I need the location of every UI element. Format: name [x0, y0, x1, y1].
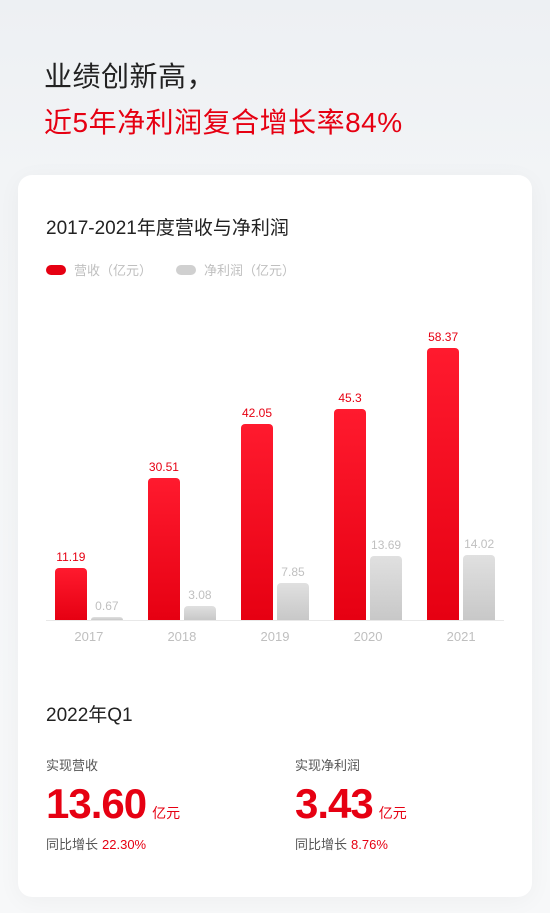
bar-group-2017: 11.19 0.67	[48, 568, 130, 620]
bar-label-revenue-2019: 42.05	[242, 406, 272, 420]
q1-section: 2022年Q1 实现营收 13.60 亿元 同比增长 22.30% 实现净利润 …	[46, 700, 504, 853]
bar-revenue-2021: 58.37	[427, 348, 459, 620]
chart-title: 2017-2021年度营收与净利润	[46, 213, 504, 240]
x-tick-2018: 2018	[141, 629, 223, 644]
stat-profit-sublabel: 实现净利润	[295, 755, 504, 774]
bar-profit-2017: 0.67	[91, 617, 123, 620]
stat-profit-growth-value: 8.76%	[351, 837, 388, 852]
stat-revenue-number: 13.60	[46, 780, 146, 828]
stat-revenue: 实现营收 13.60 亿元 同比增长 22.30%	[46, 755, 255, 853]
bar-revenue-2020: 45.3	[334, 409, 366, 620]
bar-label-revenue-2017: 11.19	[56, 550, 85, 564]
stat-revenue-growth: 同比增长 22.30%	[46, 834, 255, 853]
legend-item-revenue: 营收（亿元）	[46, 260, 152, 279]
legend: 营收（亿元） 净利润（亿元）	[46, 260, 504, 279]
stat-profit-unit: 亿元	[379, 803, 407, 823]
header: 业绩创新高， 近5年净利润复合增长率84%	[0, 0, 550, 141]
bar-group-2020: 45.3 13.69	[327, 409, 409, 620]
bar-label-profit-2019: 7.85	[281, 565, 304, 579]
bar-label-profit-2020: 13.69	[371, 538, 401, 552]
bar-group-2018: 30.51 3.08	[141, 478, 223, 620]
stat-profit: 实现净利润 3.43 亿元 同比增长 8.76%	[295, 755, 504, 853]
bar-profit-2020: 13.69	[370, 556, 402, 620]
x-tick-2021: 2021	[420, 629, 502, 644]
bar-revenue-2017: 11.19	[55, 568, 87, 620]
stat-profit-number: 3.43	[295, 780, 373, 828]
bar-label-revenue-2018: 30.51	[149, 460, 179, 474]
x-tick-2019: 2019	[234, 629, 316, 644]
bar-profit-2021: 14.02	[463, 555, 495, 620]
bar-label-revenue-2021: 58.37	[428, 330, 458, 344]
bar-revenue-2019: 42.05	[241, 424, 273, 620]
x-axis: 2017 2018 2019 2020 2021	[46, 621, 504, 644]
bar-label-profit-2017: 0.67	[95, 599, 118, 613]
bar-label-revenue-2020: 45.3	[338, 391, 361, 405]
q1-title: 2022年Q1	[46, 700, 504, 727]
stat-profit-growth: 同比增长 8.76%	[295, 834, 504, 853]
stat-revenue-growth-label: 同比增长	[46, 834, 98, 853]
stat-profit-growth-label: 同比增长	[295, 834, 347, 853]
chart-area: 11.19 0.67 30.51 3.08 42.05 7.85 45.3 13…	[46, 341, 504, 621]
stat-profit-main: 3.43 亿元	[295, 780, 504, 828]
x-tick-2017: 2017	[48, 629, 130, 644]
stat-revenue-growth-value: 22.30%	[102, 837, 146, 852]
bar-group-2021: 58.37 14.02	[420, 348, 502, 620]
x-tick-2020: 2020	[327, 629, 409, 644]
bar-label-profit-2018: 3.08	[188, 588, 211, 602]
stat-revenue-main: 13.60 亿元	[46, 780, 255, 828]
bar-label-profit-2021: 14.02	[464, 537, 494, 551]
legend-item-profit: 净利润（亿元）	[176, 260, 295, 279]
legend-swatch-revenue	[46, 265, 66, 275]
title-line-1: 业绩创新高，	[44, 55, 506, 95]
bar-profit-2018: 3.08	[184, 606, 216, 620]
stats-row: 实现营收 13.60 亿元 同比增长 22.30% 实现净利润 3.43 亿元 …	[46, 755, 504, 853]
bar-profit-2019: 7.85	[277, 583, 309, 620]
legend-swatch-profit	[176, 265, 196, 275]
title-line-2: 近5年净利润复合增长率84%	[44, 101, 506, 141]
chart-card: 2017-2021年度营收与净利润 营收（亿元） 净利润（亿元） 11.19 0…	[18, 175, 532, 897]
bar-revenue-2018: 30.51	[148, 478, 180, 620]
stat-revenue-unit: 亿元	[152, 803, 180, 823]
legend-label-profit: 净利润（亿元）	[204, 260, 295, 279]
legend-label-revenue: 营收（亿元）	[74, 260, 152, 279]
bar-group-2019: 42.05 7.85	[234, 424, 316, 620]
stat-revenue-sublabel: 实现营收	[46, 755, 255, 774]
